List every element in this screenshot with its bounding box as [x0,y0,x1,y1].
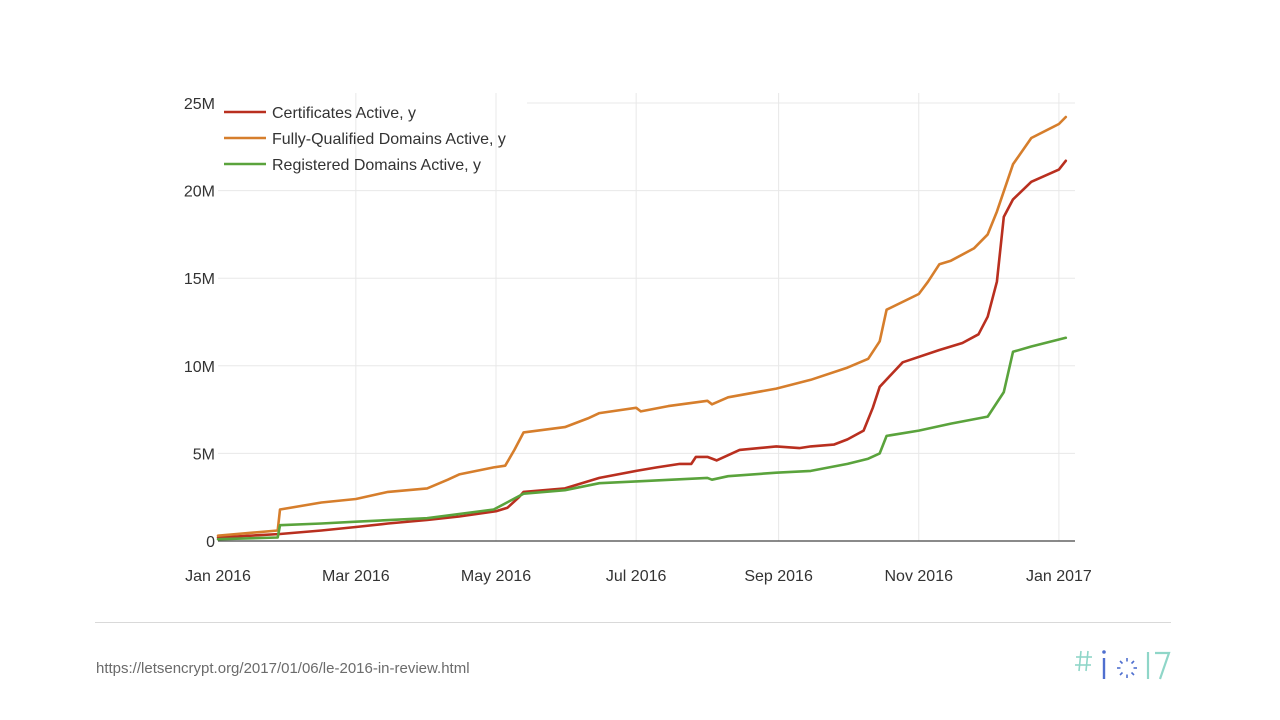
io17-logo [1075,650,1171,680]
chart-series [216,115,1068,541]
x-tick-label: Mar 2016 [322,568,390,585]
legend-label: Registered Domains Active, y [272,157,481,174]
legend-item[interactable]: Certificates Active, y [224,105,416,122]
y-tick-label: 0 [206,534,215,551]
y-tick-label: 20M [184,184,215,201]
x-tick-label: Nov 2016 [885,568,954,585]
x-tick-label: Jan 2016 [185,568,251,585]
series-line-0 [216,159,1068,539]
y-tick-label: 5M [193,446,215,463]
legend-label: Certificates Active, y [272,105,416,122]
x-tick-label: Jul 2016 [606,568,667,585]
legend-item[interactable]: Fully-Qualified Domains Active, y [224,131,506,148]
series-line-2 [216,336,1068,541]
source-url-link[interactable]: https://letsencrypt.org/2017/01/06/le-20… [96,660,470,677]
y-tick-label: 15M [184,271,215,288]
x-tick-label: May 2016 [461,568,531,585]
y-tick-label: 10M [184,359,215,376]
legend-item[interactable]: Registered Domains Active, y [224,157,481,174]
series-line-1 [216,115,1068,538]
x-tick-label: Jan 2017 [1026,568,1092,585]
y-axis-ticks: 0 5M 10M 15M 20M 25M [184,96,215,551]
chart-legend: Certificates Active, y Fully-Qualified Do… [224,105,506,174]
x-axis-ticks: Jan 2016 Mar 2016 May 2016 Jul 2016 Sep 2016… [185,568,1092,585]
x-tick-label: Sep 2016 [744,568,813,585]
line-chart: 0 5M 10M 15M 20M 25M Jan 2016 Mar 2016 May 2016… [184,93,1092,585]
y-tick-label: 25M [184,96,215,113]
legend-label: Fully-Qualified Domains Active, y [272,131,506,148]
footer-divider [95,622,1171,623]
